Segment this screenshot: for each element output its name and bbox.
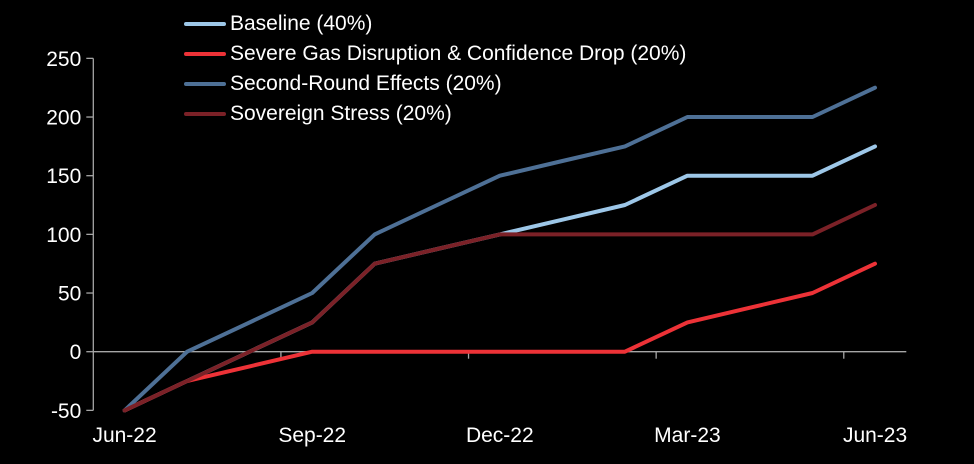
series-line-2 xyxy=(122,85,877,413)
series-line-1 xyxy=(122,261,877,413)
series-line-3 xyxy=(122,203,877,413)
y-axis-tick-label: 150 xyxy=(46,165,81,188)
y-axis-tick-label: 50 xyxy=(58,283,81,306)
y-axis-tick-label: 0 xyxy=(70,341,82,364)
x-axis-label: Mar-23 xyxy=(654,424,721,447)
legend-label: Severe Gas Disruption & Confidence Drop … xyxy=(230,42,687,65)
x-axis-label: Sep-22 xyxy=(278,424,346,447)
legend-line-swatch xyxy=(184,112,226,116)
chart-legend: Baseline (40%) Severe Gas Disruption & Co… xyxy=(184,9,686,129)
legend-line-swatch xyxy=(184,82,226,86)
legend-line-swatch xyxy=(184,22,226,26)
legend-label: Baseline (40%) xyxy=(230,12,373,35)
y-axis-tick-label: 100 xyxy=(46,224,81,247)
legend-label: Second-Round Effects (20%) xyxy=(230,72,502,95)
legend-row: Second-Round Effects (20%) xyxy=(184,69,686,99)
y-axis-tick-label: 200 xyxy=(46,107,81,130)
y-axis-tick-label: -50 xyxy=(51,400,81,423)
legend-line-swatch xyxy=(184,52,226,56)
y-axis-tick-label: 250 xyxy=(46,48,81,71)
x-axis-label: Jun-23 xyxy=(843,424,907,447)
legend-row: Severe Gas Disruption & Confidence Drop … xyxy=(184,39,686,69)
legend-row: Sovereign Stress (20%) xyxy=(184,99,686,129)
x-axis-label: Jun-22 xyxy=(92,424,156,447)
legend-row: Baseline (40%) xyxy=(184,9,686,39)
legend-label: Sovereign Stress (20%) xyxy=(230,102,452,125)
x-axis-label: Dec-22 xyxy=(466,424,534,447)
